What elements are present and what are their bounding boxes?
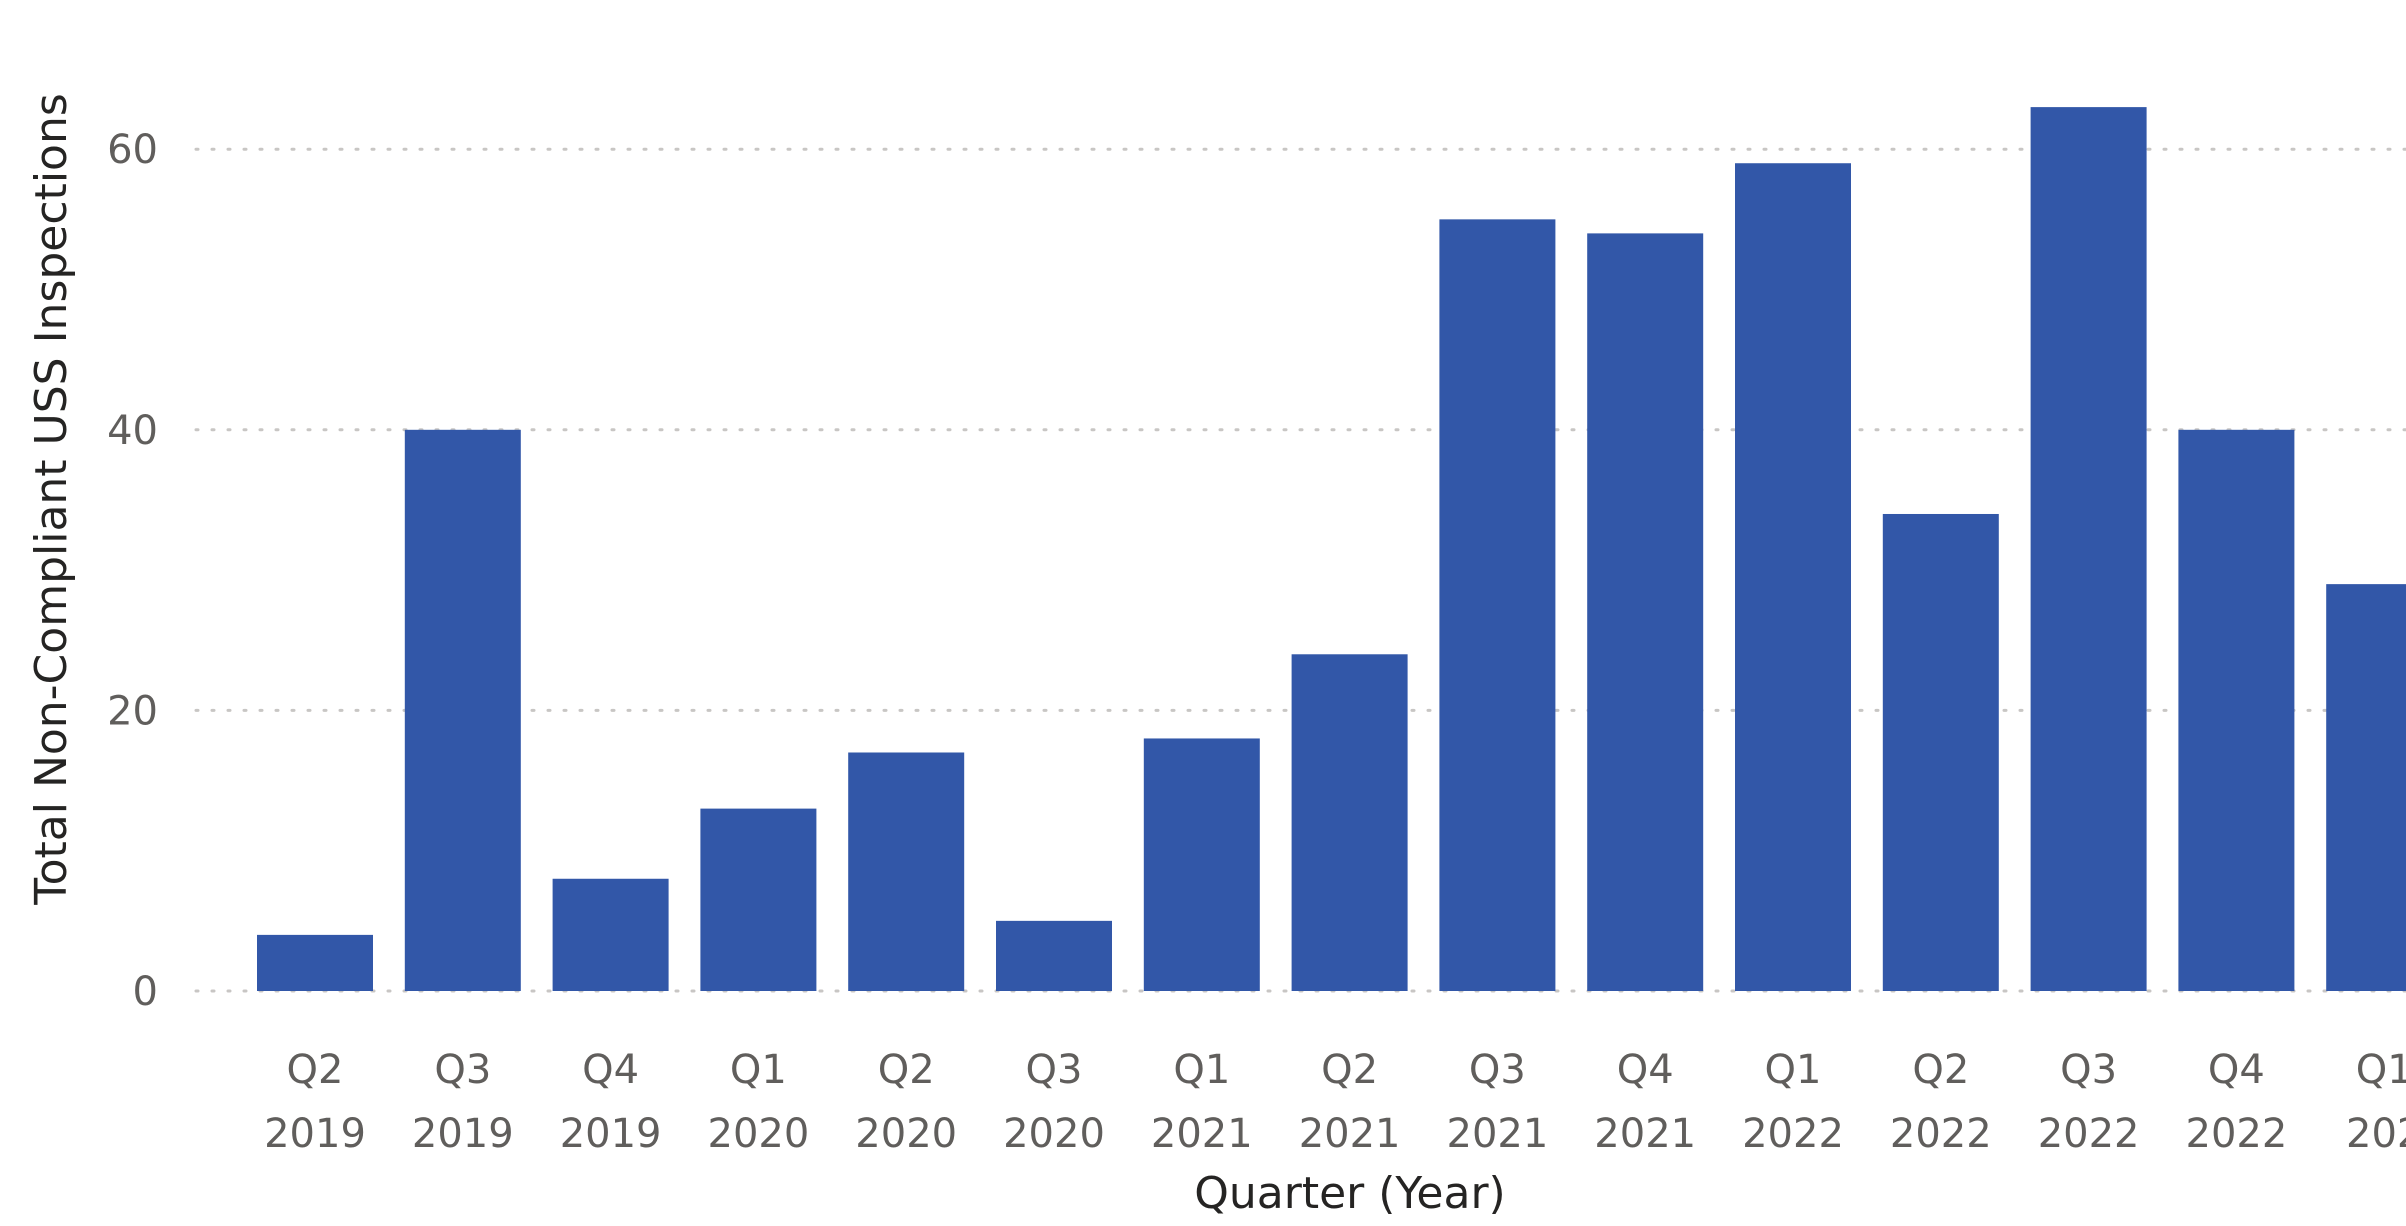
x-tick-label-quarter: Q2	[1912, 1047, 1969, 1093]
bar	[552, 878, 669, 991]
x-tick-label-year: 2019	[412, 1111, 514, 1157]
y-tick-label: 60	[107, 127, 158, 173]
bar	[404, 429, 521, 991]
x-tick-label-year: 2020	[855, 1111, 957, 1157]
x-tick-label-year: 2021	[1151, 1111, 1253, 1157]
x-tick-label-year: 2021	[1299, 1111, 1401, 1157]
bar	[1882, 513, 1999, 991]
y-axis-title: Total Non-Compliant USS Inspections	[26, 93, 77, 906]
bar	[1587, 233, 1704, 991]
x-tick-label-quarter: Q1	[1765, 1047, 1822, 1093]
x-tick-label-year: 2021	[1447, 1111, 1549, 1157]
bar	[1143, 738, 1260, 991]
bar	[996, 920, 1112, 991]
bar	[2178, 429, 2295, 991]
bar	[1439, 219, 1556, 992]
x-tick-label-year: 202	[2346, 1111, 2406, 1157]
x-tick-label-quarter: Q1	[730, 1047, 787, 1093]
x-tick-label-year: 2020	[708, 1111, 810, 1157]
x-tick-label-quarter: Q3	[2060, 1047, 2117, 1093]
bar	[700, 808, 817, 991]
bar	[1735, 163, 1851, 992]
y-tick-label: 40	[107, 408, 158, 454]
x-tick-label-year: 2022	[1742, 1111, 1844, 1157]
bar	[257, 934, 373, 991]
x-tick-label-year: 2021	[1594, 1111, 1696, 1157]
y-axis-ticks: 0 20 40 60	[107, 127, 158, 1015]
x-tick-label-quarter: Q2	[287, 1047, 344, 1093]
bar	[2030, 107, 2147, 992]
x-tick-label-year: 2020	[1003, 1111, 1105, 1157]
x-tick-label-quarter: Q3	[1469, 1047, 1526, 1093]
x-tick-label-quarter: Q2	[1321, 1047, 1378, 1093]
x-tick-label-year: 2019	[560, 1111, 662, 1157]
x-tick-label-quarter: Q2	[878, 1047, 935, 1093]
x-axis-ticks: Q2 2019 Q3 2019 Q4 2019 Q1 2020 Q2 2020 Q3 2020 Q1 20…	[264, 1047, 2406, 1157]
x-tick-label-quarter: Q4	[1617, 1047, 1674, 1093]
x-axis-title: Quarter (Year)	[1194, 1168, 1505, 1219]
x-tick-label-year: 2019	[264, 1111, 366, 1157]
x-tick-label-quarter: Q3	[434, 1047, 491, 1093]
bar	[848, 752, 965, 991]
bar	[2326, 584, 2406, 991]
bars	[257, 107, 2406, 992]
x-tick-label-quarter: Q1	[1173, 1047, 1230, 1093]
x-tick-label-quarter: Q3	[1026, 1047, 1083, 1093]
y-tick-label: 0	[133, 969, 158, 1015]
x-tick-label-year: 2022	[1890, 1111, 1992, 1157]
y-tick-label: 20	[107, 688, 158, 734]
x-tick-label-quarter: Q4	[2208, 1047, 2265, 1093]
bar	[1291, 654, 1408, 991]
x-tick-label-year: 2022	[2038, 1111, 2140, 1157]
x-tick-label-quarter: Q4	[582, 1047, 639, 1093]
x-tick-label-quarter: Q1	[2356, 1047, 2406, 1093]
x-tick-label-year: 2022	[2186, 1111, 2288, 1157]
